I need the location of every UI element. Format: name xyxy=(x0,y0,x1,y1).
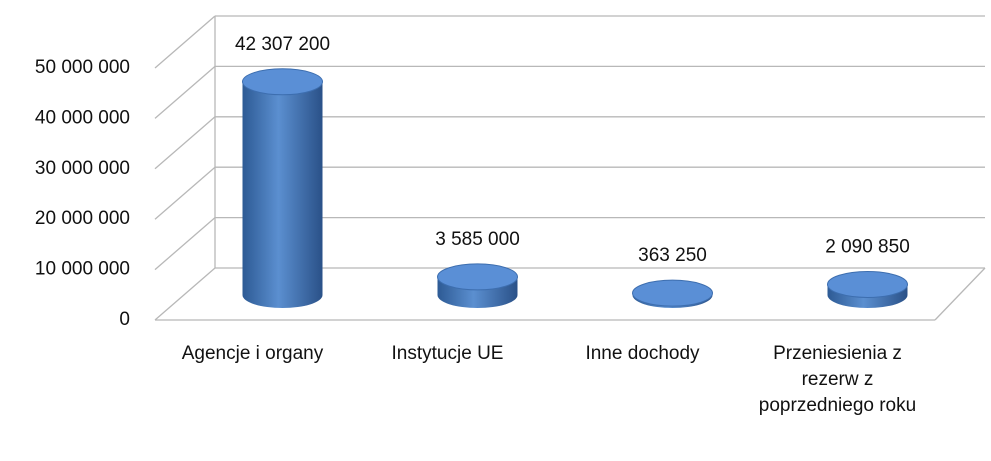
value-label: 42 307 200 xyxy=(235,34,330,55)
grid-line xyxy=(154,65,216,119)
value-label: 363 250 xyxy=(638,245,707,266)
grid-line xyxy=(154,166,216,220)
bar-top xyxy=(437,263,518,291)
y-tick-label: 40 000 000 xyxy=(35,107,130,128)
grid-line xyxy=(154,116,216,170)
x-tick-label: Przeniesienia z rezerw z poprzedniego ro… xyxy=(758,343,917,416)
floor-edge xyxy=(934,267,986,321)
y-tick-label: 20 000 000 xyxy=(35,208,130,229)
bar-top xyxy=(242,68,323,96)
value-label: 3 585 000 xyxy=(435,229,520,250)
y-tick-label: 0 xyxy=(119,309,130,330)
grid-line xyxy=(154,217,216,271)
grid-line xyxy=(154,15,216,69)
bar-top xyxy=(632,279,713,307)
x-tick-label: Instytucje UE xyxy=(391,343,504,364)
bar xyxy=(242,81,323,308)
y-tick-label: 10 000 000 xyxy=(35,259,130,280)
value-label: 2 090 850 xyxy=(825,236,910,257)
y-tick-label: 30 000 000 xyxy=(35,158,130,179)
y-tick-label: 50 000 000 xyxy=(35,57,130,78)
grid-line xyxy=(154,267,216,321)
x-tick-label: Agencje i organy xyxy=(181,343,324,364)
bar-top xyxy=(827,270,908,298)
x-tick-label: Inne dochody xyxy=(585,343,700,364)
